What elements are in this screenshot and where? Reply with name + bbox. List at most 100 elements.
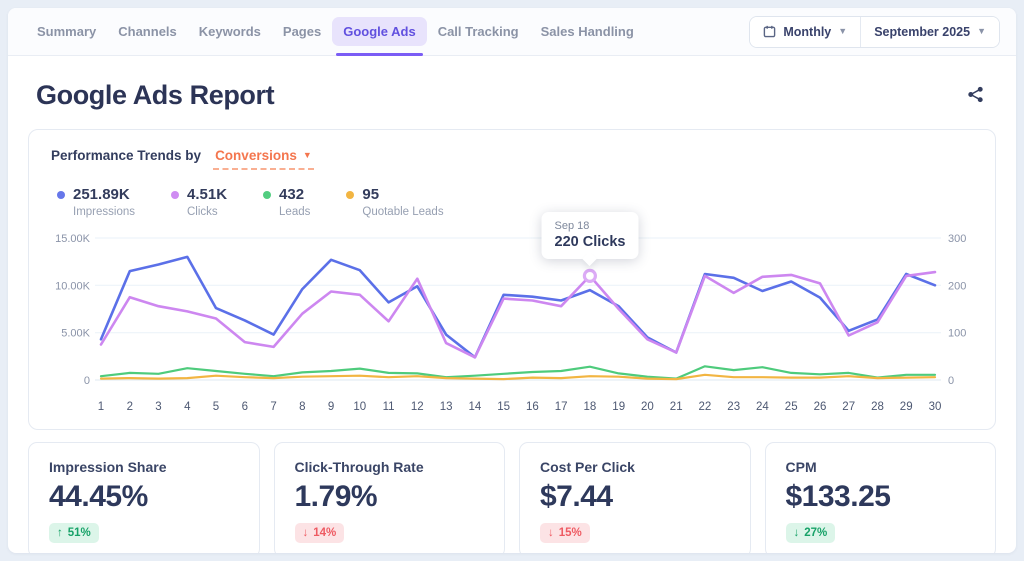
svg-text:10.00K: 10.00K <box>55 280 91 292</box>
svg-text:4: 4 <box>184 401 191 413</box>
svg-text:25: 25 <box>785 401 798 413</box>
kpi-value: $133.25 <box>785 480 891 513</box>
legend-label: Clicks <box>187 206 218 218</box>
legend-label: Quotable Leads <box>362 206 444 218</box>
svg-text:29: 29 <box>900 401 913 413</box>
nav-tab-google-ads[interactable]: Google Ads <box>332 8 427 56</box>
kpi-card-click-through-rate: Click-Through Rate 1.79% ↓ 14% <box>273 442 505 553</box>
tooltip-value: 220 Clicks <box>554 234 626 250</box>
arrow-down-icon: ↓ <box>793 527 800 539</box>
nav-tab-label: Summary <box>37 24 97 39</box>
period-dropdown[interactable]: Monthly ▼ <box>750 16 861 47</box>
svg-text:20: 20 <box>641 401 654 413</box>
svg-text:8: 8 <box>299 401 305 413</box>
legend-value: 432 <box>279 186 305 203</box>
svg-text:16: 16 <box>526 401 539 413</box>
svg-text:23: 23 <box>727 401 740 413</box>
svg-text:28: 28 <box>871 401 884 413</box>
kpi-value: 1.79% <box>294 480 378 513</box>
share-button[interactable] <box>963 82 988 110</box>
kpi-change-badge: ↓ 15% <box>540 523 590 543</box>
nav-tab-channels[interactable]: Channels <box>107 8 188 55</box>
nav-tab-sales-handling[interactable]: Sales Handling <box>530 8 645 55</box>
chart-tooltip: Sep 18 220 Clicks <box>541 212 639 259</box>
kpi-card-cpm: CPM $133.25 ↓ 27% <box>764 442 996 553</box>
nav-tab-label: Sales Handling <box>540 24 634 39</box>
legend-item-quotable-leads[interactable]: 95 Quotable Leads <box>346 186 444 218</box>
kpi-value: 44.45% <box>49 480 148 513</box>
legend-label: Leads <box>279 206 311 218</box>
svg-text:100: 100 <box>948 328 966 340</box>
nav-tab-label: Google Ads <box>332 17 427 46</box>
legend-dot-icon <box>171 191 179 199</box>
kpi-label: Cost Per Click <box>540 459 635 475</box>
share-icon <box>967 86 984 106</box>
svg-text:26: 26 <box>814 401 827 413</box>
svg-text:1: 1 <box>98 401 104 413</box>
svg-text:300: 300 <box>948 233 966 245</box>
legend-value: 95 <box>362 186 380 203</box>
legend-label: Impressions <box>73 206 135 218</box>
svg-text:19: 19 <box>612 401 625 413</box>
svg-text:200: 200 <box>948 280 966 292</box>
calendar-icon <box>763 25 776 38</box>
legend-text: 432 Leads <box>279 186 310 218</box>
svg-text:18: 18 <box>584 401 597 413</box>
legend-item-leads[interactable]: 432 Leads <box>263 186 310 218</box>
kpi-change-value: 51% <box>67 527 91 539</box>
nav-tab-label: Channels <box>118 24 177 39</box>
kpi-value: $7.44 <box>540 480 613 513</box>
svg-text:11: 11 <box>383 401 395 413</box>
legend-text: 4.51K Clicks <box>187 186 227 218</box>
svg-text:21: 21 <box>670 401 683 413</box>
nav-tabs: Summary Channels Keywords Pages Google Ads Ca… <box>26 8 645 56</box>
kpi-card-impression-share: Impression Share 44.45% ↑ 51% <box>28 442 260 553</box>
kpi-change-value: 27% <box>804 527 828 539</box>
legend-dot-icon <box>263 191 272 199</box>
svg-text:15: 15 <box>497 401 510 413</box>
svg-text:6: 6 <box>242 401 248 413</box>
metric-selector-dropdown[interactable]: Conversions ▼ <box>213 148 314 170</box>
page-content: Google Ads Report Performance Trends by … <box>8 56 1016 553</box>
kpi-label: Click-Through Rate <box>294 459 424 475</box>
svg-text:3: 3 <box>155 401 161 413</box>
svg-text:5: 5 <box>213 401 219 413</box>
kpi-change-badge: ↑ 51% <box>49 523 99 543</box>
nav-tab-call-tracking[interactable]: Call Tracking <box>427 8 530 55</box>
legend-text: 251.89K Impressions <box>73 186 135 218</box>
chevron-down-icon: ▼ <box>302 150 312 160</box>
kpi-cards-row: Impression Share 44.45% ↑ 51% Click-Through … <box>28 442 996 553</box>
chevron-down-icon: ▼ <box>838 26 848 36</box>
kpi-change-badge: ↓ 27% <box>785 523 836 543</box>
svg-text:9: 9 <box>328 401 334 413</box>
month-dropdown[interactable]: September 2025 ▼ <box>860 16 999 47</box>
title-row: Google Ads Report <box>36 80 988 111</box>
svg-text:14: 14 <box>469 401 482 413</box>
kpi-change-badge: ↓ 14% <box>294 523 345 543</box>
nav-tab-summary[interactable]: Summary <box>26 8 107 55</box>
svg-text:15.00K: 15.00K <box>55 233 91 245</box>
trend-chart-area: Sep 18 220 Clicks 15.00K 300 10.00K 200 5.00… <box>49 212 975 425</box>
nav-tab-pages[interactable]: Pages <box>272 8 332 55</box>
svg-text:17: 17 <box>555 401 568 413</box>
legend-item-impressions[interactable]: 251.89K Impressions <box>57 186 135 218</box>
svg-text:2: 2 <box>127 401 133 413</box>
kpi-change-value: 15% <box>558 527 582 539</box>
trends-title: Performance Trends by <box>51 148 202 163</box>
legend-item-clicks[interactable]: 4.51K Clicks <box>171 186 227 218</box>
legend-dot-icon <box>57 191 65 199</box>
svg-text:10: 10 <box>353 401 366 413</box>
nav-tab-label: Call Tracking <box>437 24 519 39</box>
svg-text:12: 12 <box>411 401 424 413</box>
legend-value: 251.89K <box>73 186 130 203</box>
main-panel: Summary Channels Keywords Pages Google Ads Ca… <box>8 8 1016 553</box>
svg-text:0: 0 <box>948 375 954 387</box>
trends-header: Performance Trends by Conversions ▼ <box>51 148 975 170</box>
nav-tab-keywords[interactable]: Keywords <box>188 8 272 55</box>
svg-text:0: 0 <box>84 375 90 387</box>
performance-trends-card: Performance Trends by Conversions ▼ 251.… <box>28 129 996 430</box>
svg-text:24: 24 <box>756 401 769 413</box>
svg-text:7: 7 <box>270 401 276 413</box>
svg-text:13: 13 <box>440 401 453 413</box>
